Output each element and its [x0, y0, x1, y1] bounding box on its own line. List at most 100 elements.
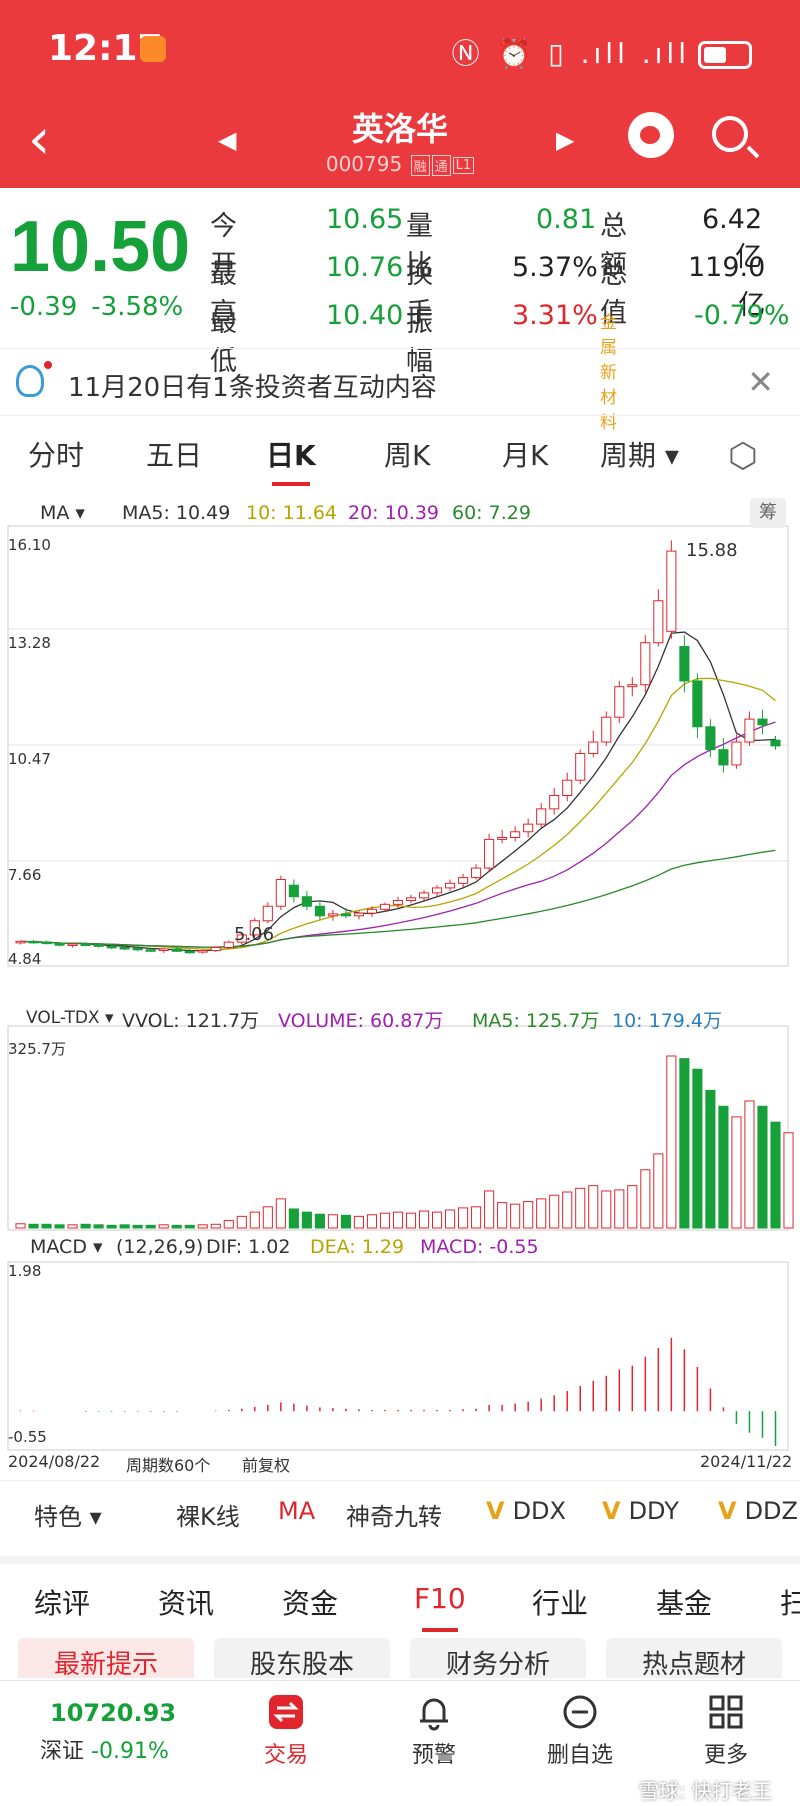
search-icon[interactable] [712, 116, 748, 152]
candle-body [757, 718, 768, 726]
volume-bar [119, 1224, 130, 1229]
volume-bar [679, 1058, 690, 1229]
volume-bar [366, 1214, 378, 1229]
tool-ddy[interactable]: V DDY [602, 1497, 679, 1525]
vol-selector[interactable]: VOL-TDX ▾ [26, 1008, 114, 1028]
nav-trade[interactable]: 交易 [226, 1693, 346, 1769]
tab-overview[interactable]: 综评 [34, 1587, 91, 1620]
tab-weekly-k[interactable]: 周K [384, 439, 431, 472]
volume-bar [718, 1105, 729, 1229]
candle-body [744, 718, 755, 743]
tab-more[interactable]: 扫 [780, 1587, 800, 1620]
trade-icon [269, 1695, 303, 1729]
tab-monthly-k[interactable]: 月K [502, 439, 549, 472]
candle-body [145, 949, 156, 952]
tool-ddx[interactable]: V DDX [486, 1497, 566, 1525]
tab-daily-k[interactable]: 日K [266, 434, 316, 486]
tab-industry[interactable]: 行业 [532, 1587, 589, 1620]
volume-bar [379, 1212, 391, 1229]
tool-bare-k[interactable]: 裸K线 [176, 1503, 240, 1531]
battery-icon [698, 41, 752, 69]
candle-body [536, 808, 547, 825]
f10-sections: 最新提示 股东股本 财务分析 热点题材 [0, 1634, 800, 1678]
last-price: 10.50 [10, 207, 191, 287]
candle-body [445, 882, 456, 889]
candle-body [549, 794, 560, 810]
feature-dropdown[interactable]: 特色 ▾ [34, 1503, 102, 1531]
section-latest[interactable]: 最新提示 [18, 1638, 194, 1678]
tab-funds-flow[interactable]: 资金 [282, 1587, 339, 1620]
previous-stock-icon[interactable]: ◀ [218, 126, 237, 154]
tool-magic-nine[interactable]: 神奇九转 [346, 1503, 442, 1531]
volume-bar [692, 1068, 703, 1229]
notice-bar[interactable]: 11月20日有1条投资者互动内容 ✕ [0, 348, 800, 416]
volume-bar [353, 1215, 365, 1229]
index-name[interactable]: 深证 -0.91% [40, 1739, 169, 1764]
ma-selector[interactable]: MA ▾ [40, 502, 85, 524]
candle-body [353, 912, 365, 917]
candle-body [288, 884, 299, 898]
index-value[interactable]: 10720.93 [50, 1699, 177, 1727]
tab-period[interactable]: 周期 ▾ [600, 439, 679, 472]
kline-chart[interactable]: MA ▾ MA5: 10.49 10: 11.64 20: 10.39 60: … [0, 496, 800, 1480]
candle-body [718, 749, 729, 766]
volume-bar [705, 1089, 716, 1229]
volume-bar [523, 1201, 534, 1229]
volume-bar [471, 1206, 482, 1229]
tab-news[interactable]: 资讯 [158, 1587, 215, 1620]
candle-body [679, 646, 690, 682]
tab-intraday[interactable]: 分时 [28, 439, 85, 472]
section-financials[interactable]: 财务分析 [410, 1638, 586, 1678]
nav-alert[interactable]: 预警 [374, 1693, 494, 1769]
volume-bar [601, 1190, 612, 1229]
ma5-label: MA5: 10.49 [122, 502, 231, 524]
next-stock-icon[interactable]: ▶ [556, 126, 575, 154]
volume-bar [510, 1203, 521, 1229]
close-icon[interactable]: ✕ [747, 363, 774, 401]
mascot-icon[interactable] [628, 112, 674, 158]
ma60-line [20, 849, 776, 948]
volume-bar [549, 1194, 560, 1229]
volume-bar [614, 1189, 625, 1229]
low-price-label: 5.06 [234, 924, 275, 945]
volume-bar [80, 1223, 91, 1229]
tab-f10[interactable]: F10 [414, 1582, 466, 1632]
macd-selector[interactable]: MACD ▾ [30, 1236, 103, 1258]
volume-bar [757, 1105, 768, 1229]
sector-link[interactable]: 金属新材料 [600, 313, 617, 433]
candle-body [249, 920, 260, 936]
tag-connect: 通 [431, 155, 451, 176]
candle-body [640, 642, 651, 686]
candle-body [210, 946, 221, 952]
chip-distribution-button[interactable]: 筹 [750, 498, 786, 528]
candle-body [692, 680, 703, 728]
section-hot-topics[interactable]: 热点题材 [606, 1638, 782, 1678]
tool-ddz[interactable]: V DDZ [718, 1497, 798, 1525]
candle-body [666, 550, 677, 632]
volume-bar [575, 1187, 586, 1229]
tab-five-day[interactable]: 五日 [146, 439, 203, 472]
candle-body [458, 877, 469, 884]
candle-body [197, 950, 208, 953]
candle-body [93, 944, 104, 947]
section-shareholders[interactable]: 股东股本 [214, 1638, 390, 1678]
lightbulb-icon [16, 365, 44, 397]
candle-body [562, 779, 573, 796]
nav-more[interactable]: 更多 [666, 1693, 786, 1769]
candle-body [80, 943, 91, 947]
settings-hexagon-icon[interactable]: ⬡ [728, 436, 758, 476]
volume-bar [588, 1185, 599, 1229]
candle-body [484, 838, 495, 869]
period-count: 周期数60个 [126, 1456, 211, 1475]
volume-bar [184, 1224, 195, 1229]
macd-max-label: 1.98 [8, 1262, 42, 1280]
candle-body [575, 752, 586, 781]
candle-body [431, 887, 443, 894]
volume-bar [653, 1153, 664, 1229]
tool-ma[interactable]: MA [278, 1497, 316, 1525]
nav-remove-watchlist[interactable]: 删自选 [520, 1693, 640, 1769]
tab-fund[interactable]: 基金 [656, 1587, 713, 1620]
y-tick: 16.10 [8, 536, 51, 554]
back-icon[interactable]: ‹ [28, 107, 51, 172]
candle-body [510, 831, 521, 839]
